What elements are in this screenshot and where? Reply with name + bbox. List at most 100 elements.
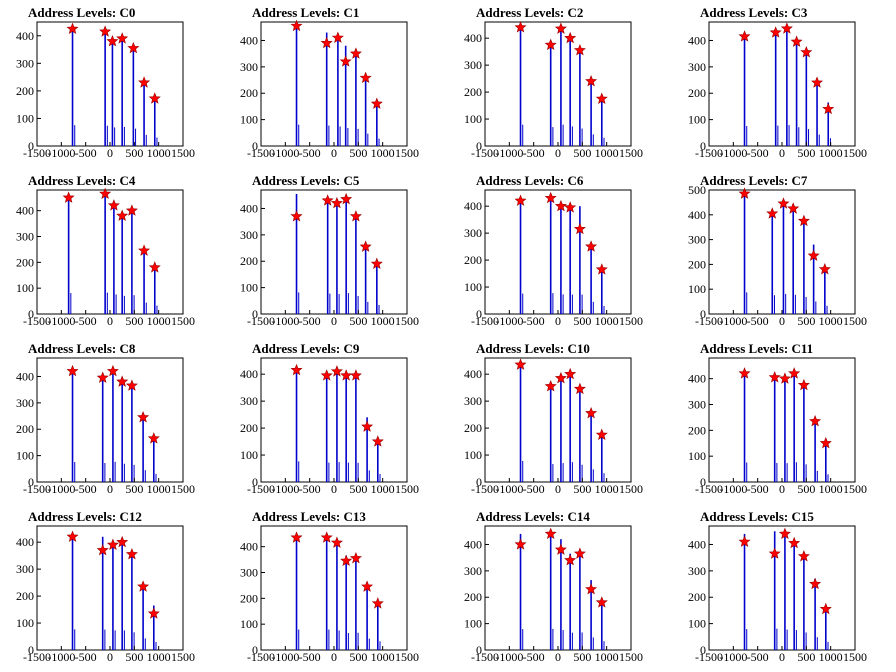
y-tick-label: 200 [240,254,258,268]
x-tick-label: 500 [125,314,143,328]
chart-title: Address Levels: C6 [476,173,584,188]
x-tick-label: -1000 [47,146,75,160]
chart-title: Address Levels: C12 [28,509,142,524]
peak-marker [125,379,138,391]
x-tick-label: -1500 [695,314,723,328]
x-tick-label: -500 [299,482,321,496]
peak-marker [573,222,586,235]
chart-panel-8: Address Levels: C8 0 100 200 300 400 -1500 -100… [0,336,224,504]
x-tick-label: 500 [797,650,815,664]
x-tick-label: -500 [523,650,545,664]
x-tick-label: 500 [797,314,815,328]
chart-title: Address Levels: C0 [28,5,136,20]
peak-marker [320,531,333,543]
chart-panel-4: Address Levels: C4 0 100 200 300 400 -1500 -100… [0,168,224,336]
peak-marker [349,369,362,381]
y-tick-label: 100 [688,282,706,296]
peak-marker [371,597,384,609]
x-tick-label: -500 [299,314,321,328]
x-tick-label: 1000 [819,314,843,328]
y-tick-label: 300 [16,396,34,410]
peak-marker [514,21,527,33]
x-tick-label: -500 [299,146,321,160]
peak-marker [330,365,343,377]
peak-marker [138,76,151,88]
x-tick-label: -500 [523,314,545,328]
y-tick-label: 100 [688,113,706,127]
x-tick-label: 0 [779,650,785,664]
chart-panel-1: Address Levels: C1 0 100 200 300 400 -1500 -100… [224,0,448,168]
y-tick-label: 200 [688,423,706,437]
plot-frame [708,189,856,315]
y-tick-label: 200 [16,422,34,436]
x-tick-label: -1500 [471,650,499,664]
chart-panel-3: Address Levels: C3 0 100 200 300 400 -1500 -100… [672,0,896,168]
x-tick-label: 1500 [395,650,419,664]
chart-svg: 0 100 200 300 400 -1500-1000 -500 0 500 1000 1500 [464,189,643,328]
x-tick-label: -500 [747,650,769,664]
peak-marker [544,191,557,204]
x-tick-label: -1500 [247,146,275,160]
plot-frame [260,189,408,315]
x-tick-label: 0 [107,314,113,328]
x-tick-label: 1000 [371,146,395,160]
x-tick-label: -500 [75,314,97,328]
peak-marker [349,551,362,564]
x-tick-label: 0 [331,482,337,496]
x-tick-label: -500 [523,482,545,496]
x-tick-label: 1500 [619,482,643,496]
x-tick-label: -500 [299,650,321,664]
x-tick-label: -1000 [719,314,747,328]
peak-marker [595,263,608,275]
chart-panel-10: Address Levels: C10 0 100 200 300 400 -1500 -10… [448,336,672,504]
chart-svg: 0 100 200 300 400 -1500-1000 -500 0 500 1000 1500 [16,21,195,160]
chart-svg: 0 100 200 300 400 -1500-1000 -500 0 500 1000 1500 [240,525,419,664]
y-tick-label: 300 [240,60,258,74]
y-tick-label: 200 [464,85,482,99]
y-tick-label: 200 [688,257,706,271]
chart-title: Address Levels: C5 [252,173,360,188]
peak-marker [106,538,119,550]
peak-marker [320,36,333,49]
y-tick-label: 0 [476,307,482,321]
y-tick-label: 400 [16,204,34,218]
y-tick-label: 400 [240,367,258,381]
x-tick-label: -1000 [495,650,523,664]
x-tick-label: -1000 [271,482,299,496]
plot-frame [260,525,408,651]
peak-marker [595,428,608,440]
peak-marker [788,536,801,549]
x-tick-label: 1000 [819,650,843,664]
peak-marker [148,92,161,104]
peak-marker [554,371,567,384]
peak-marker [116,535,129,548]
peak-marker [359,240,372,252]
peak-marker [585,240,598,252]
chart-title: Address Levels: C3 [700,5,808,20]
y-tick-label: 400 [688,208,706,222]
peak-marker [116,375,129,387]
y-tick-label: 300 [240,566,258,580]
peak-marker [822,102,835,115]
x-tick-label: 500 [573,482,591,496]
y-tick-label: 200 [464,421,482,435]
chart-title: Address Levels: C10 [476,341,590,356]
peak-marker [62,191,75,203]
x-tick-label: -1500 [23,482,51,496]
x-tick-label: -500 [747,146,769,160]
peak-marker [554,543,567,555]
peak-marker [809,577,822,590]
peak-marker [818,263,831,275]
y-tick-label: 400 [16,535,34,549]
peak-marker [147,607,160,619]
x-tick-label: -500 [75,650,97,664]
y-tick-label: 0 [252,643,258,657]
chart-panel-14: Address Levels: C14 0 100 200 300 400 -1500 -10… [448,504,672,672]
y-tick-label: 300 [688,564,706,578]
chart-title: Address Levels: C8 [28,341,136,356]
x-tick-label: -1000 [47,650,75,664]
chart-svg: 0 100 200 300 400 -1500-1000 -500 0 500 1000 1500 [240,189,419,328]
x-tick-label: -1500 [695,482,723,496]
peak-marker [290,210,303,222]
